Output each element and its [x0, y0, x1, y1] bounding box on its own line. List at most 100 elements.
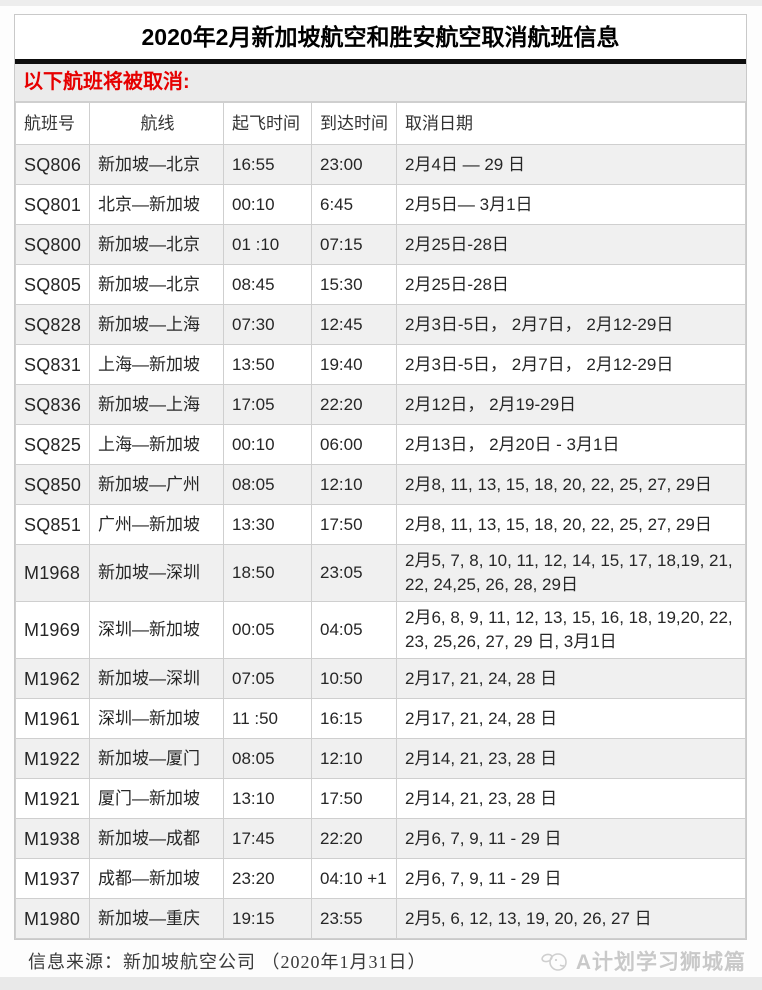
- departure-time-cell: 00:10: [223, 184, 312, 225]
- cancel-dates-cell: 2月3日-5日， 2月7日， 2月12-29日: [396, 304, 746, 345]
- arrival-time-cell: 17:50: [311, 778, 397, 819]
- flight-number-cell: SQ851: [15, 504, 90, 545]
- route-cell: 深圳—新加坡: [89, 698, 224, 739]
- header-flight-number: 航班号: [15, 102, 90, 145]
- departure-time-cell: 08:05: [223, 464, 312, 505]
- departure-time-cell: 00:05: [223, 601, 312, 659]
- table-row: M1937 成都—新加坡 23:20 04:10 +1 2月6, 7, 9, 1…: [15, 858, 746, 899]
- departure-time-cell: 17:05: [223, 384, 312, 425]
- table-row: M1921 厦门—新加坡 13:10 17:50 2月14, 21, 23, 2…: [15, 778, 746, 819]
- arrival-time-cell: 23:05: [311, 544, 397, 602]
- departure-time-cell: 00:10: [223, 424, 312, 465]
- header-cancel-dates: 取消日期: [396, 102, 746, 145]
- arrival-time-cell: 22:20: [311, 818, 397, 859]
- flight-number-cell: M1968: [15, 544, 90, 602]
- flight-number-cell: M1921: [15, 778, 90, 819]
- flight-number-cell: SQ850: [15, 464, 90, 505]
- cancel-dates-cell: 2月12日， 2月19-29日: [396, 384, 746, 425]
- arrival-time-cell: 10:50: [311, 658, 397, 699]
- route-cell: 新加坡—北京: [89, 224, 224, 265]
- departure-time-cell: 11 :50: [223, 698, 312, 739]
- route-cell: 深圳—新加坡: [89, 601, 224, 659]
- flight-number-cell: M1961: [15, 698, 90, 739]
- departure-time-cell: 07:05: [223, 658, 312, 699]
- flight-number-cell: SQ831: [15, 344, 90, 385]
- top-edge-strip: [0, 0, 762, 6]
- arrival-time-cell: 19:40: [311, 344, 397, 385]
- arrival-time-cell: 23:55: [311, 898, 397, 939]
- table-row: M1962 新加坡—深圳 07:05 10:50 2月17, 21, 24, 2…: [15, 658, 746, 699]
- cancel-dates-cell: 2月8, 11, 13, 15, 18, 20, 22, 25, 27, 29日: [396, 504, 746, 545]
- table-row: SQ825 上海—新加坡 00:10 06:00 2月13日， 2月20日 - …: [15, 424, 746, 465]
- table-row: M1980 新加坡—重庆 19:15 23:55 2月5, 6, 12, 13,…: [15, 898, 746, 939]
- table-row: M1938 新加坡—成都 17:45 22:20 2月6, 7, 9, 11 -…: [15, 818, 746, 859]
- departure-time-cell: 07:30: [223, 304, 312, 345]
- table-row: SQ801 北京—新加坡 00:10 6:45 2月5日— 3月1日: [15, 184, 746, 225]
- bottom-edge-strip: [0, 977, 762, 990]
- table-row: SQ831 上海—新加坡 13:50 19:40 2月3日-5日， 2月7日， …: [15, 344, 746, 385]
- watermark: A计划学习狮城篇: [540, 946, 748, 976]
- route-cell: 新加坡—成都: [89, 818, 224, 859]
- cancel-dates-cell: 2月5日— 3月1日: [396, 184, 746, 225]
- cancelled-flights-sheet: 2020年2月新加坡航空和胜安航空取消航班信息 以下航班将被取消: 航班号 航线…: [14, 14, 747, 940]
- route-cell: 新加坡—厦门: [89, 738, 224, 779]
- departure-time-cell: 08:45: [223, 264, 312, 305]
- flight-number-cell: SQ836: [15, 384, 90, 425]
- arrival-time-cell: 12:10: [311, 464, 397, 505]
- route-cell: 新加坡—广州: [89, 464, 224, 505]
- table-row: SQ806 新加坡—北京 16:55 23:00 2月4日 — 29 日: [15, 144, 746, 185]
- cancel-dates-cell: 2月14, 21, 23, 28 日: [396, 778, 746, 819]
- flight-number-cell: M1962: [15, 658, 90, 699]
- footer: 信息来源：新加坡航空公司 （2020年1月31日） A计划学习狮城篇: [14, 944, 748, 978]
- route-cell: 新加坡—重庆: [89, 898, 224, 939]
- header-departure-time: 起飞时间: [223, 102, 312, 145]
- flight-number-cell: SQ800: [15, 224, 90, 265]
- table-row: M1961 深圳—新加坡 11 :50 16:15 2月17, 21, 24, …: [15, 698, 746, 739]
- table-row: M1968 新加坡—深圳 18:50 23:05 2月5, 7, 8, 10, …: [15, 544, 746, 602]
- flight-number-cell: SQ806: [15, 144, 90, 185]
- header-arrival-time: 到达时间: [311, 102, 397, 145]
- arrival-time-cell: 16:15: [311, 698, 397, 739]
- flight-table-body: SQ806 新加坡—北京 16:55 23:00 2月4日 — 29 日 SQ8…: [15, 144, 746, 939]
- mascot-logo-icon: [541, 953, 567, 971]
- flight-number-cell: SQ805: [15, 264, 90, 305]
- route-cell: 新加坡—深圳: [89, 658, 224, 699]
- arrival-time-cell: 04:05: [311, 601, 397, 659]
- route-cell: 新加坡—北京: [89, 144, 224, 185]
- flight-number-cell: M1980: [15, 898, 90, 939]
- arrival-time-cell: 22:20: [311, 384, 397, 425]
- page-title: 2020年2月新加坡航空和胜安航空取消航班信息: [15, 15, 746, 64]
- route-cell: 上海—新加坡: [89, 344, 224, 385]
- departure-time-cell: 13:30: [223, 504, 312, 545]
- cancel-dates-cell: 2月3日-5日， 2月7日， 2月12-29日: [396, 344, 746, 385]
- departure-time-cell: 08:05: [223, 738, 312, 779]
- departure-time-cell: 18:50: [223, 544, 312, 602]
- info-source-text: 信息来源：新加坡航空公司 （2020年1月31日）: [28, 952, 427, 972]
- flight-number-cell: M1969: [15, 601, 90, 659]
- cancel-dates-cell: 2月17, 21, 24, 28 日: [396, 698, 746, 739]
- cancel-dates-cell: 2月5, 6, 12, 13, 19, 20, 26, 27 日: [396, 898, 746, 939]
- arrival-time-cell: 07:15: [311, 224, 397, 265]
- departure-time-cell: 16:55: [223, 144, 312, 185]
- cancel-dates-cell: 2月6, 7, 9, 11 - 29 日: [396, 818, 746, 859]
- table-row: SQ836 新加坡—上海 17:05 22:20 2月12日， 2月19-29日: [15, 384, 746, 425]
- cancel-dates-cell: 2月25日-28日: [396, 224, 746, 265]
- table-header-row: 航班号 航线 起飞时间 到达时间 取消日期: [15, 102, 746, 145]
- watermark-text: A计划学习狮城篇: [575, 951, 746, 974]
- flights-table: 航班号 航线 起飞时间 到达时间 取消日期 SQ806 新加坡—北京 16:55…: [15, 102, 746, 939]
- route-cell: 新加坡—深圳: [89, 544, 224, 602]
- route-cell: 成都—新加坡: [89, 858, 224, 899]
- table-row: M1969 深圳—新加坡 00:05 04:05 2月6, 8, 9, 11, …: [15, 601, 746, 659]
- cancel-dates-cell: 2月13日， 2月20日 - 3月1日: [396, 424, 746, 465]
- flight-number-cell: SQ801: [15, 184, 90, 225]
- header-route: 航线: [89, 102, 224, 145]
- cancel-dates-cell: 2月6, 8, 9, 11, 12, 13, 15, 16, 18, 19,20…: [396, 601, 746, 659]
- route-cell: 新加坡—上海: [89, 304, 224, 345]
- route-cell: 新加坡—北京: [89, 264, 224, 305]
- table-row: SQ850 新加坡—广州 08:05 12:10 2月8, 11, 13, 15…: [15, 464, 746, 505]
- arrival-time-cell: 17:50: [311, 504, 397, 545]
- route-cell: 新加坡—上海: [89, 384, 224, 425]
- arrival-time-cell: 6:45: [311, 184, 397, 225]
- route-cell: 广州—新加坡: [89, 504, 224, 545]
- cancel-dates-cell: 2月5, 7, 8, 10, 11, 12, 14, 15, 17, 18,19…: [396, 544, 746, 602]
